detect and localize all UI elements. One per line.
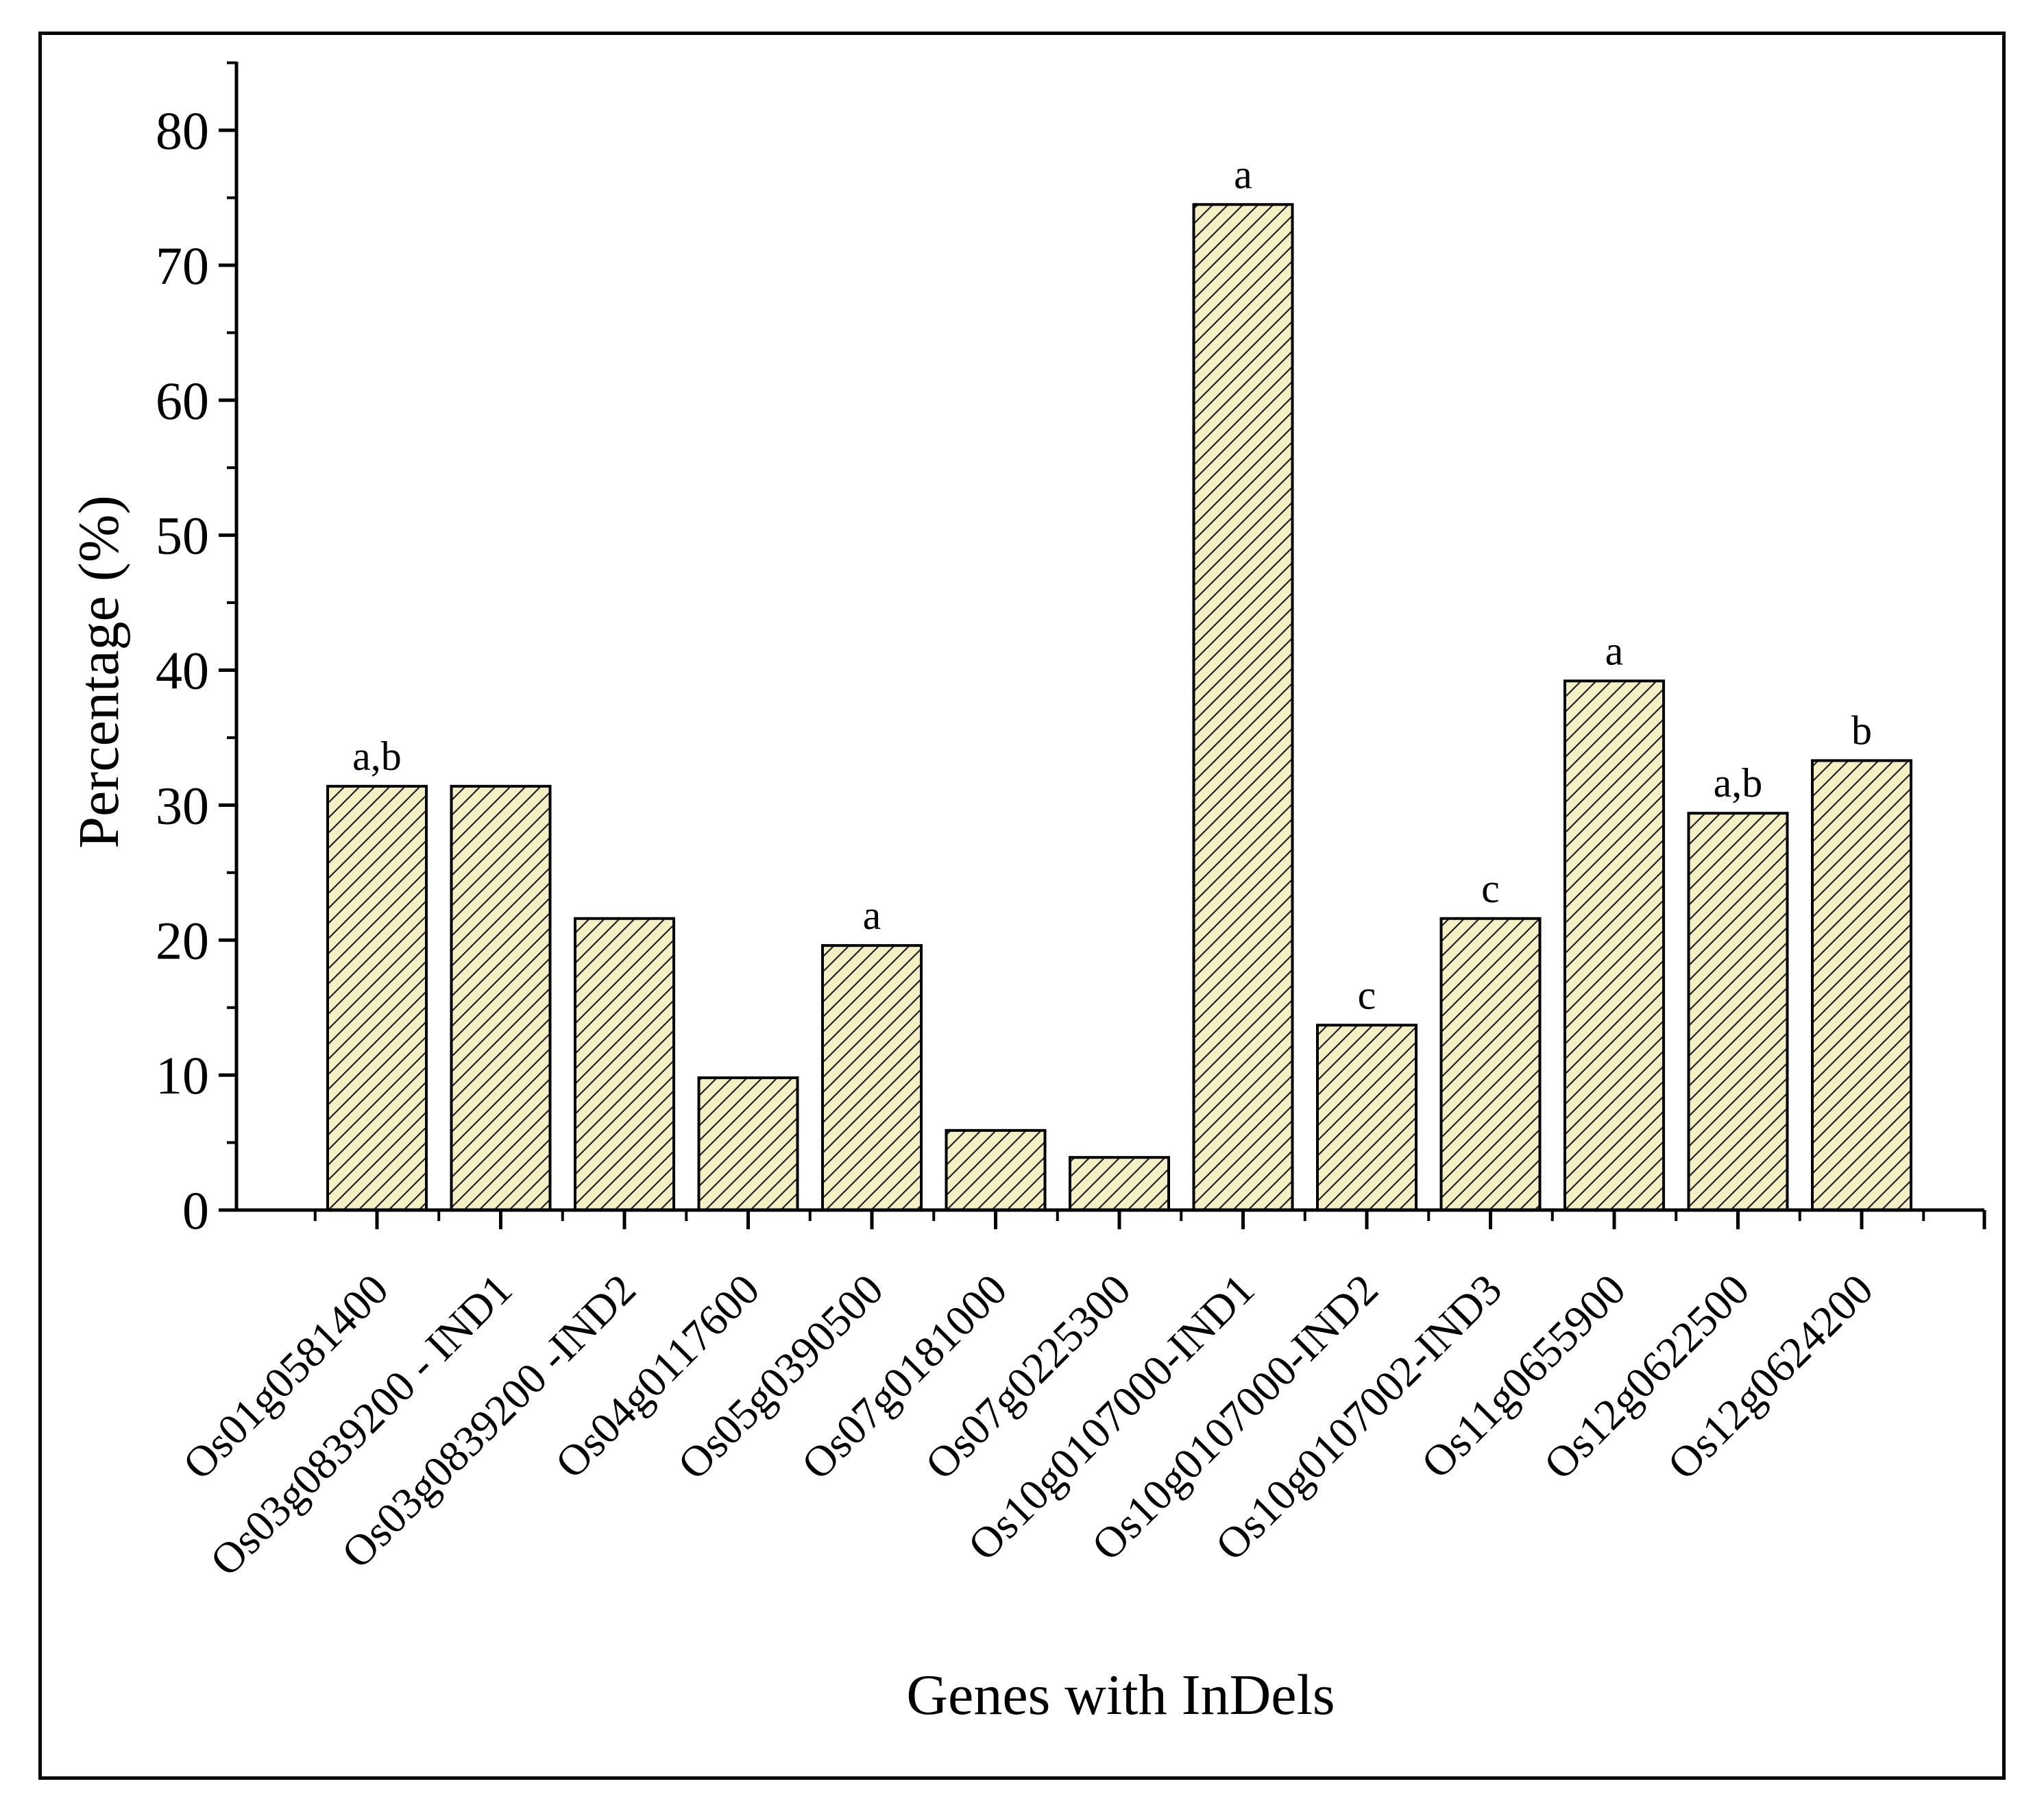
bar	[326, 784, 428, 1211]
y-tick-label: 60	[156, 371, 209, 431]
x-axis-label: Genes with InDels	[906, 1663, 1335, 1727]
significance-label: b	[1851, 708, 1872, 753]
bar	[697, 1076, 799, 1211]
bar	[821, 944, 923, 1211]
bar	[1564, 679, 1665, 1211]
significance-label: a	[1605, 628, 1624, 673]
significance-label: c	[1358, 972, 1376, 1017]
bar	[574, 917, 675, 1211]
y-axis-label: Percentage (%)	[67, 495, 131, 848]
significance-label: a	[1234, 152, 1252, 197]
y-tick-label: 10	[156, 1046, 209, 1105]
y-tick-label: 0	[182, 1181, 209, 1240]
bar	[1192, 203, 1294, 1211]
y-tick-label: 80	[156, 101, 209, 160]
significance-label: c	[1481, 866, 1500, 911]
y-tick-label: 50	[156, 506, 209, 566]
y-tick-label: 20	[156, 910, 209, 970]
bar	[945, 1128, 1047, 1211]
figure-frame	[38, 32, 2006, 1780]
significance-label: a,b	[352, 734, 402, 779]
axes-group	[219, 61, 1986, 1229]
y-tick-label: 30	[156, 775, 209, 835]
significance-label: a,b	[1714, 760, 1763, 806]
bar	[1316, 1024, 1418, 1211]
y-tick-label: 40	[156, 641, 209, 701]
bar	[450, 784, 552, 1211]
y-tick-label: 70	[156, 236, 209, 295]
bars-group	[326, 203, 1912, 1211]
significance-label: a	[863, 893, 881, 938]
bar	[1069, 1156, 1170, 1211]
bar	[1811, 759, 1912, 1211]
bar	[1687, 812, 1789, 1211]
bar	[1439, 917, 1542, 1211]
